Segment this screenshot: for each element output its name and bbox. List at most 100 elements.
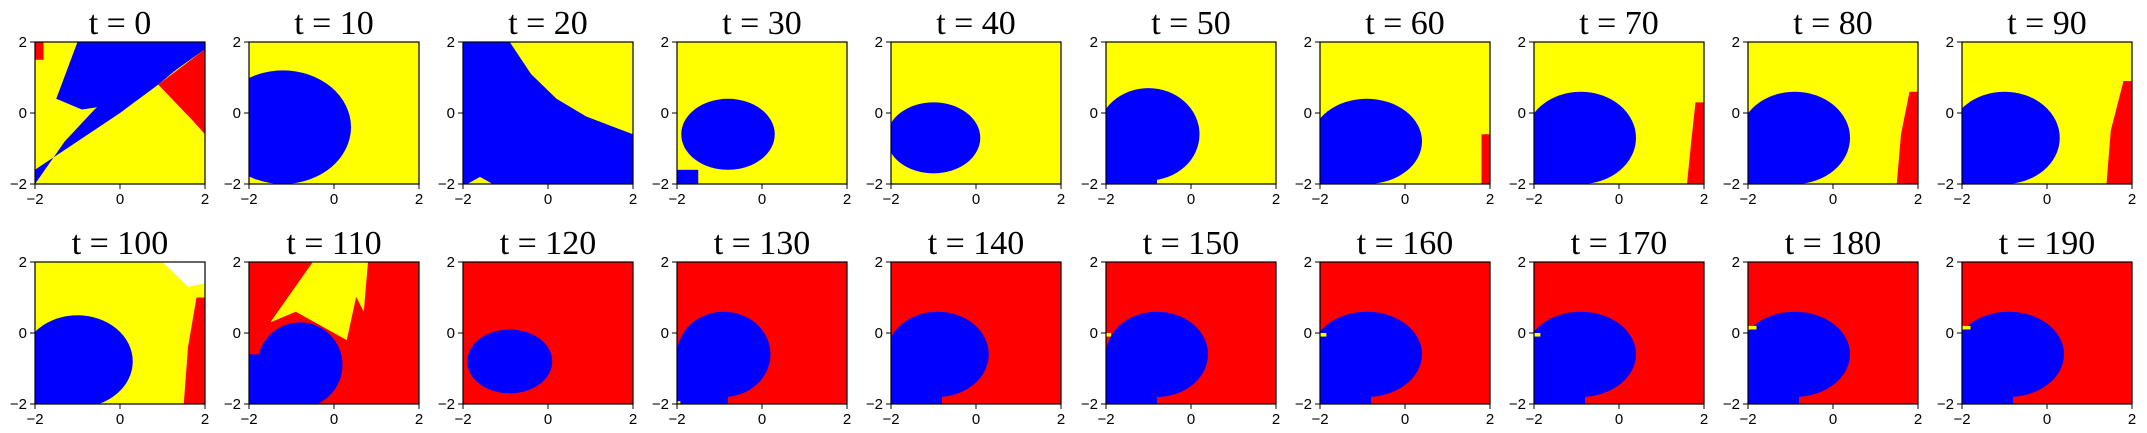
blue-region	[1534, 134, 1585, 184]
x-tick-label: 0	[1829, 191, 1837, 208]
panel-plot-area	[35, 262, 205, 404]
blue-region	[677, 169, 699, 184]
panel-plot-area	[891, 42, 1061, 184]
x-tick-label: −2	[1739, 191, 1756, 208]
y-tick-label: 0	[1518, 325, 1526, 342]
x-tick-label: 0	[116, 191, 124, 208]
panel-plot-area	[1106, 262, 1276, 404]
panel-title: t = 40	[936, 5, 1016, 42]
blue-region	[56, 42, 205, 110]
red-region	[1687, 102, 1704, 184]
panel: t = 90 −2 0 2 −2 0 2	[1937, 5, 2136, 208]
x-tick-label: −2	[26, 191, 43, 208]
red-region	[1896, 91, 1918, 184]
y-tick-label: 0	[661, 325, 669, 342]
x-tick-label: 2	[1486, 191, 1494, 208]
red-region	[1481, 134, 1490, 184]
y-tick-label: −2	[1081, 176, 1098, 193]
x-tick-label: −2	[1097, 411, 1114, 428]
blue-region	[1534, 354, 1585, 404]
x-tick-label: 2	[2128, 191, 2136, 208]
x-tick-label: 0	[972, 411, 980, 428]
y-tick-label: −2	[438, 176, 455, 193]
y-tick-label: −2	[866, 396, 883, 413]
panel: t = 190 −2 0 2 −2 0 2	[1937, 225, 2136, 428]
y-tick-label: −2	[10, 396, 27, 413]
panel-plot-area	[1748, 262, 1918, 404]
panel-title: t = 150	[1143, 225, 1240, 262]
panel: t = 70 −2 0 2 −2 0 2	[1509, 5, 1708, 208]
y-tick-label: 2	[1304, 34, 1312, 51]
panel-plot-area	[35, 42, 205, 184]
x-tick-label: −2	[1953, 411, 1970, 428]
yellow-region	[677, 401, 681, 404]
x-tick-label: 2	[1272, 411, 1280, 428]
panel-title: t = 10	[294, 5, 374, 42]
x-tick-label: 0	[972, 191, 980, 208]
panel: t = 100 −2 0 2 −2 0 2	[10, 225, 209, 428]
y-tick-label: −2	[224, 396, 241, 413]
panel: t = 110 −2 0 2 −2 0 2	[224, 225, 423, 428]
panel-plot-area	[1748, 42, 1918, 184]
y-tick-label: 0	[19, 325, 27, 342]
x-tick-label: 2	[1486, 411, 1494, 428]
y-tick-label: 2	[233, 34, 241, 51]
y-tick-label: −2	[1081, 396, 1098, 413]
y-tick-label: −2	[1723, 396, 1740, 413]
yellow-region	[1320, 333, 1327, 337]
panel-plot-area	[1534, 42, 1704, 184]
y-tick-label: 0	[19, 105, 27, 122]
y-tick-label: 2	[1518, 254, 1526, 271]
panel: t = 40 −2 0 2 −2 0 2	[866, 5, 1065, 208]
blue-region	[891, 102, 981, 174]
x-tick-label: −2	[1097, 191, 1114, 208]
y-tick-label: 2	[1304, 254, 1312, 271]
y-tick-label: 0	[233, 325, 241, 342]
y-tick-label: 0	[1732, 325, 1740, 342]
x-tick-label: 2	[843, 191, 851, 208]
panel-title: t = 190	[1999, 225, 2096, 262]
blue-region	[1320, 134, 1371, 184]
y-tick-label: 2	[19, 34, 27, 51]
panel-title: t = 50	[1151, 5, 1231, 42]
y-tick-label: 0	[447, 325, 455, 342]
x-tick-label: 0	[1401, 411, 1409, 428]
x-tick-label: −2	[1953, 191, 1970, 208]
blue-region	[463, 42, 633, 184]
x-tick-label: 2	[201, 191, 209, 208]
yellow-region	[1534, 333, 1541, 337]
x-tick-label: 2	[1700, 411, 1708, 428]
y-tick-label: −2	[652, 176, 669, 193]
yellow-region	[270, 262, 364, 341]
y-tick-label: 2	[1946, 254, 1954, 271]
panel-plot-area	[1962, 262, 2132, 404]
blue-region	[1748, 354, 1799, 404]
y-tick-label: 2	[1732, 34, 1740, 51]
y-tick-label: 0	[1304, 325, 1312, 342]
yellow-region	[467, 176, 493, 184]
y-tick-label: −2	[1509, 396, 1526, 413]
x-tick-label: 2	[1057, 191, 1065, 208]
x-tick-label: 0	[2043, 411, 2051, 428]
x-tick-label: 0	[1615, 411, 1623, 428]
red-region	[183, 297, 205, 404]
x-tick-label: −2	[454, 411, 471, 428]
panel: t = 30 −2 0 2 −2 0 2	[652, 5, 851, 208]
y-tick-label: 2	[1090, 254, 1098, 271]
y-tick-label: −2	[1295, 396, 1312, 413]
x-tick-label: −2	[1525, 411, 1542, 428]
panel-title: t = 90	[2007, 5, 2087, 42]
panel-title: t = 100	[72, 225, 169, 262]
y-tick-label: −2	[1937, 176, 1954, 193]
panel-plot-area	[677, 42, 847, 184]
y-tick-label: 2	[1090, 34, 1098, 51]
panel-title: t = 60	[1365, 5, 1445, 42]
x-tick-label: −2	[1525, 191, 1542, 208]
panel: t = 60 −2 0 2 −2 0 2	[1295, 5, 1494, 208]
x-tick-label: 0	[330, 411, 338, 428]
yellow-region	[338, 262, 368, 312]
x-tick-label: −2	[1311, 191, 1328, 208]
x-tick-label: 0	[544, 191, 552, 208]
x-tick-label: 0	[758, 191, 766, 208]
x-tick-label: 0	[1615, 191, 1623, 208]
